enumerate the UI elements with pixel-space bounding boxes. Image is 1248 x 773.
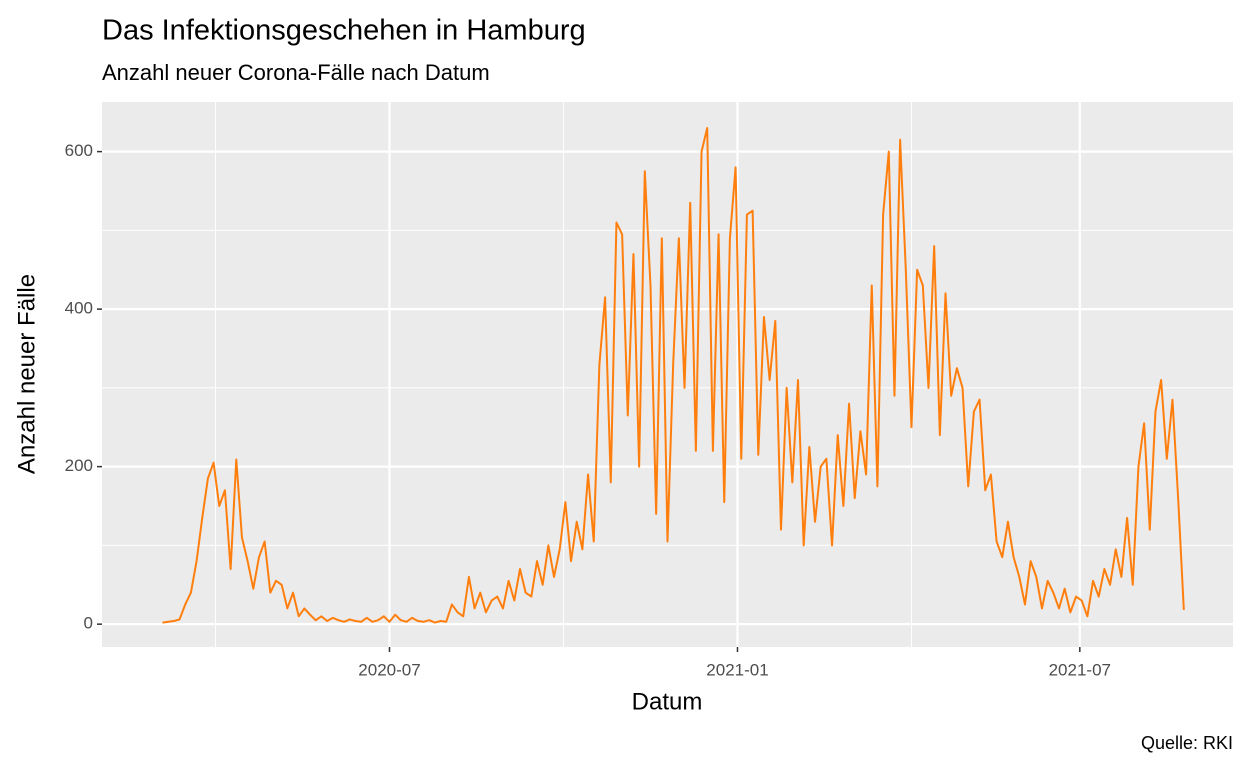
chart-title: Das Infektionsgeschehen in Hamburg bbox=[102, 15, 586, 47]
y-tick-label: 0 bbox=[84, 614, 93, 633]
x-tick-label: 2020-07 bbox=[358, 660, 420, 679]
caption: Quelle: RKI bbox=[1141, 733, 1233, 753]
x-tick-label: 2021-01 bbox=[706, 660, 768, 679]
x-tick-label: 2021-07 bbox=[1049, 660, 1111, 679]
y-tick-label: 600 bbox=[65, 141, 93, 160]
panel bbox=[102, 102, 1233, 647]
y-tick-label: 400 bbox=[65, 299, 93, 318]
x-axis-label: Datum bbox=[632, 688, 703, 715]
chart-subtitle: Anzahl neuer Corona-Fälle nach Datum bbox=[102, 60, 490, 85]
y-axis-label: Anzahl neuer Fälle bbox=[13, 274, 40, 474]
data-line bbox=[162, 126, 1185, 624]
y-tick-label: 200 bbox=[65, 456, 93, 475]
